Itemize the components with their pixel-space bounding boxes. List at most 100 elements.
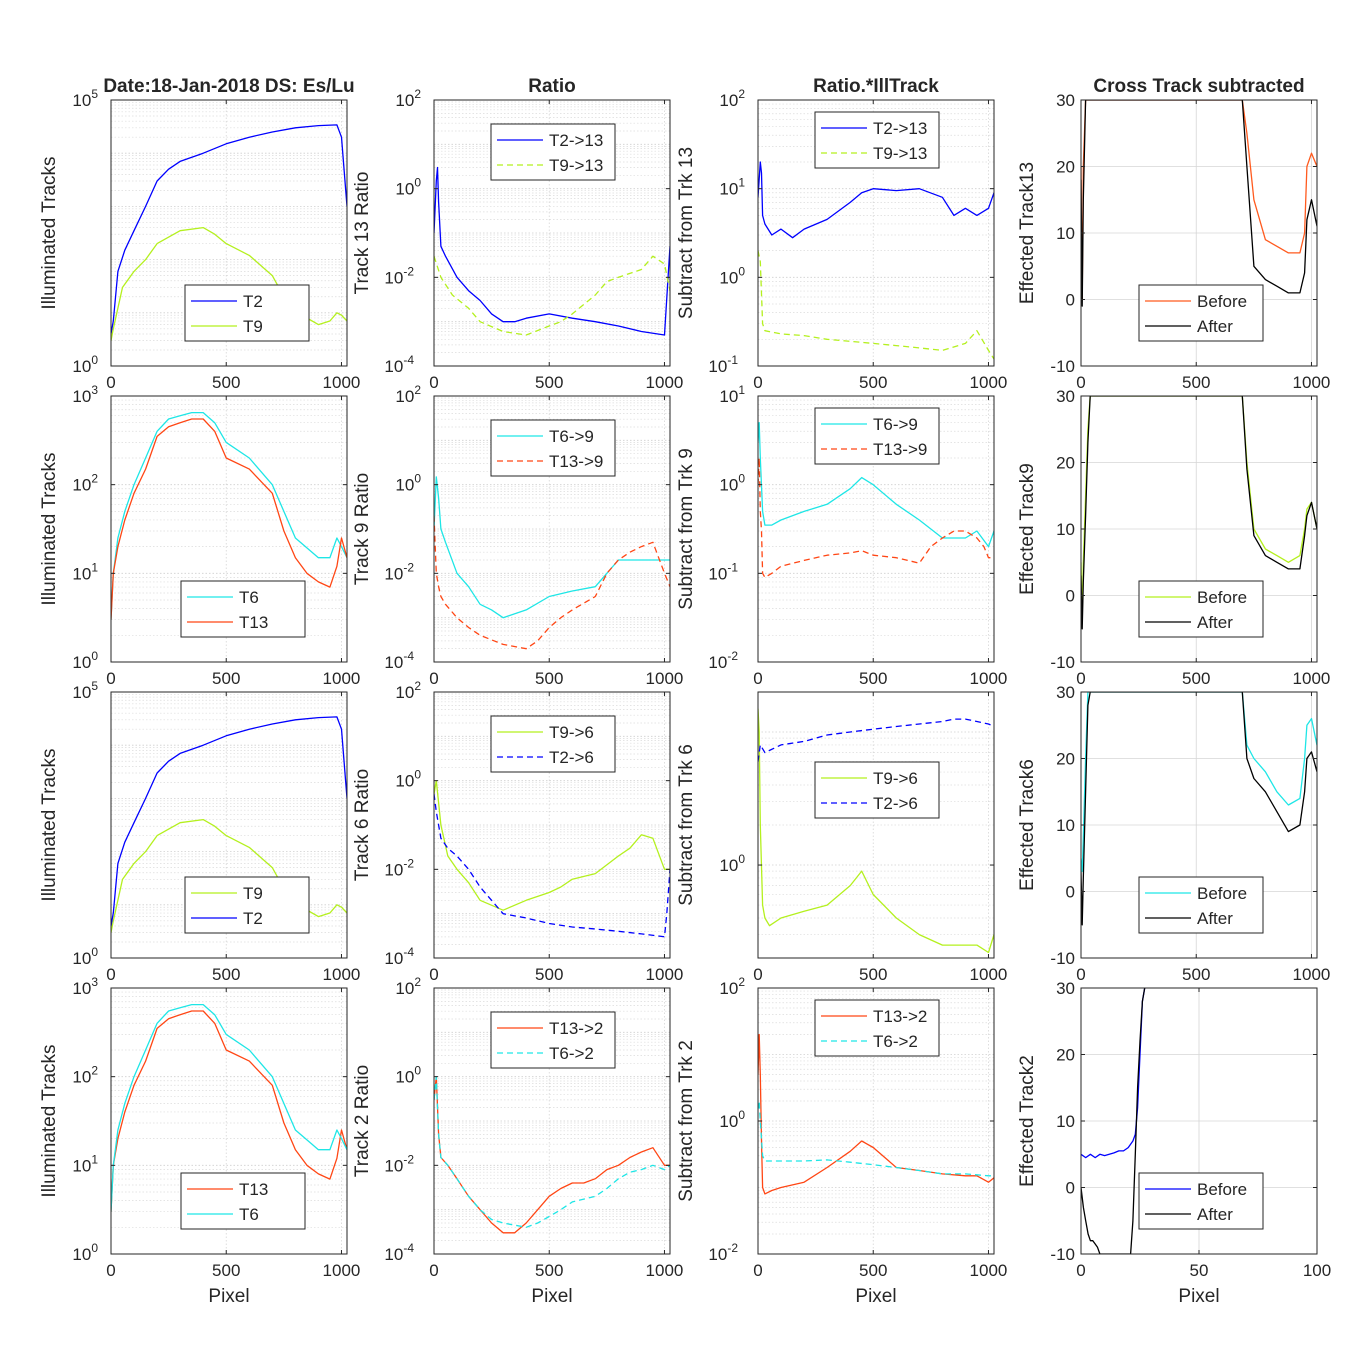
chart-panel: 0 500 1000 10-2 10-1 100 101 Subtract from Trk … [676,383,1007,688]
legend: Before After [1138,580,1264,638]
x-tick-label: 500 [535,1261,563,1280]
y-tick-label: 30 [1056,683,1075,702]
y-axis-label: Effected Track6 [1017,759,1038,891]
x-tick-label: 0 [1076,1261,1085,1280]
y-tick-label: 102 [719,87,745,110]
legend-box [1138,580,1264,638]
legend-box [490,419,616,477]
series-line [111,124,347,335]
x-tick-label: 0 [753,965,762,984]
x-tick-label: 0 [429,373,438,392]
legend-box [180,580,306,638]
legend-label: Before [1197,1180,1247,1199]
series-line [111,418,347,620]
x-tick-label: 0 [106,373,115,392]
chart-title: Date:18-Jan-2018 DS: Es/Lu [103,76,354,97]
grid [433,691,670,959]
legend-label: T9->13 [873,144,927,163]
legend-box [490,1011,616,1069]
legend-label: After [1197,317,1233,336]
y-tick-label: 10 [1056,816,1075,835]
series-line [434,1076,670,1228]
y-axis-label: Illuminated Tracks [39,156,60,309]
legend-box [1138,284,1264,342]
legend-label: T2->13 [549,131,603,150]
y-tick-label: 102 [72,1064,98,1087]
legend-label: T13 [239,613,268,632]
legend-box [814,111,940,169]
legend-label: After [1197,1205,1233,1224]
axes-box [757,395,995,663]
legend-label: T6->2 [549,1044,594,1063]
y-tick-label: 10-4 [384,649,414,672]
y-tick-label: 101 [72,1152,98,1175]
x-tick-label: 0 [1076,373,1085,392]
y-tick-label: 10 [1056,1112,1075,1131]
legend-label: T9 [243,884,263,903]
x-tick-label: 1000 [646,373,684,392]
legend: T2->13 T9->13 [814,111,940,169]
legend-label: T9->6 [549,723,594,742]
y-tick-label: 105 [72,87,98,110]
series-line [111,1003,347,1212]
series-line [1081,988,1146,1254]
x-tick-label: 500 [859,965,887,984]
x-tick-label: 500 [1182,669,1210,688]
y-tick-label: 30 [1056,91,1075,110]
chart-panel: 0 500 1000 10-2 100 102 Subtract from Trk 2 Pix… [676,975,1007,1307]
axes-box [110,99,348,367]
axes-box [757,691,995,959]
y-tick-label: 100 [395,1064,421,1087]
legend-label: T6 [239,588,259,607]
legend-label: T13->9 [873,440,927,459]
y-tick-label: 103 [72,383,98,406]
y-tick-label: 102 [395,975,421,998]
axes-box [110,987,348,1255]
series-line [1081,988,1146,1159]
axes-box [433,691,671,959]
x-tick-label: 500 [535,669,563,688]
y-tick-label: 102 [395,87,421,110]
legend: T9->6 T2->6 [814,761,940,819]
x-tick-label: 500 [535,965,563,984]
y-tick-label: -10 [1050,653,1075,672]
series-line [434,793,670,938]
legend: T6->9 T13->9 [814,407,940,465]
series-line [758,708,994,954]
y-tick-label: 101 [719,176,745,199]
legend-label: T13->2 [873,1007,927,1026]
legend: T2->13 T9->13 [490,123,616,181]
x-tick-label: 1000 [646,965,684,984]
y-tick-label: 10-4 [384,945,414,968]
x-tick-label: 0 [106,1261,115,1280]
x-tick-label: 0 [106,669,115,688]
y-tick-label: 101 [72,560,98,583]
chart-panel: 0 500 1000 10-4 10-2 100 102 Track 6 Ratio T9->6… [352,679,683,984]
legend: T9->6 T2->6 [490,715,616,773]
y-tick-label: 105 [72,679,98,702]
series-line [758,161,994,239]
series-line [1081,692,1317,873]
y-tick-label: 20 [1056,158,1075,177]
y-tick-label: 100 [395,768,421,791]
y-tick-label: 0 [1066,291,1075,310]
chart-title: Ratio.*IllTrack [813,76,939,97]
x-tick-label: 500 [212,669,240,688]
y-axis-label: Effected Track2 [1017,1055,1038,1187]
legend-label: T2->13 [873,119,927,138]
series-line [434,515,670,650]
legend-label: Before [1197,292,1247,311]
y-tick-label: 10-2 [384,856,414,879]
series-line [758,1033,994,1195]
x-axis-label: Pixel [208,1286,249,1307]
axes-box [433,987,671,1255]
legend-label: T6->2 [873,1032,918,1051]
chart-panel: 0 500 1000 100 105 Date:18-Jan-2018 DS: Es/Lu… [39,76,360,392]
legend-label: T6->9 [873,415,918,434]
axes-box [110,691,348,959]
legend-label: T2 [243,909,263,928]
y-tick-label: -10 [1050,357,1075,376]
